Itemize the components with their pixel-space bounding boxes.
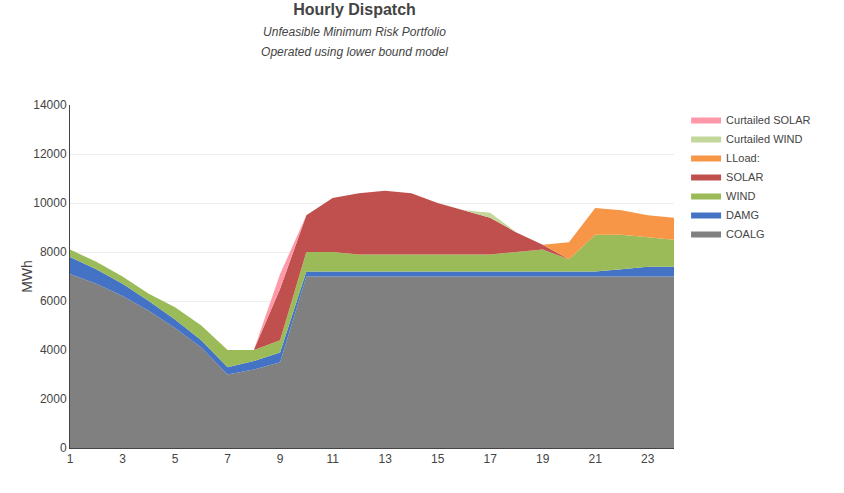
svg-text:COALG: COALG	[726, 228, 765, 240]
svg-text:13: 13	[378, 452, 392, 466]
svg-text:3: 3	[119, 452, 126, 466]
svg-text:12000: 12000	[33, 147, 67, 161]
svg-text:2000: 2000	[40, 392, 67, 406]
svg-text:21: 21	[589, 452, 603, 466]
svg-text:1: 1	[67, 452, 74, 466]
svg-text:Curtailed WIND: Curtailed WIND	[726, 133, 802, 145]
svg-text:14000: 14000	[33, 98, 67, 112]
svg-text:Hourly DispatchUnfeasible Mini: Hourly DispatchUnfeasible Minimum Risk P…	[261, 1, 448, 60]
svg-text:4000: 4000	[40, 343, 67, 357]
svg-text:10000: 10000	[33, 196, 67, 210]
svg-text:LLoad:: LLoad:	[726, 152, 760, 164]
svg-text:9: 9	[277, 452, 284, 466]
svg-text:11: 11	[326, 452, 339, 466]
svg-text:6000: 6000	[40, 294, 67, 308]
svg-text:19: 19	[536, 452, 550, 466]
svg-text:SOLAR: SOLAR	[726, 171, 763, 183]
svg-text:15: 15	[431, 452, 445, 466]
svg-text:Curtailed SOLAR: Curtailed SOLAR	[726, 114, 810, 126]
svg-text:MWh: MWh	[19, 260, 35, 293]
svg-text:0: 0	[60, 441, 67, 455]
svg-text:17: 17	[483, 452, 497, 466]
svg-text:23: 23	[641, 452, 655, 466]
svg-text:8000: 8000	[40, 245, 67, 259]
svg-text:WIND: WIND	[726, 190, 755, 202]
svg-text:DAMG: DAMG	[726, 209, 759, 221]
svg-text:7: 7	[224, 452, 231, 466]
svg-text:5: 5	[172, 452, 179, 466]
